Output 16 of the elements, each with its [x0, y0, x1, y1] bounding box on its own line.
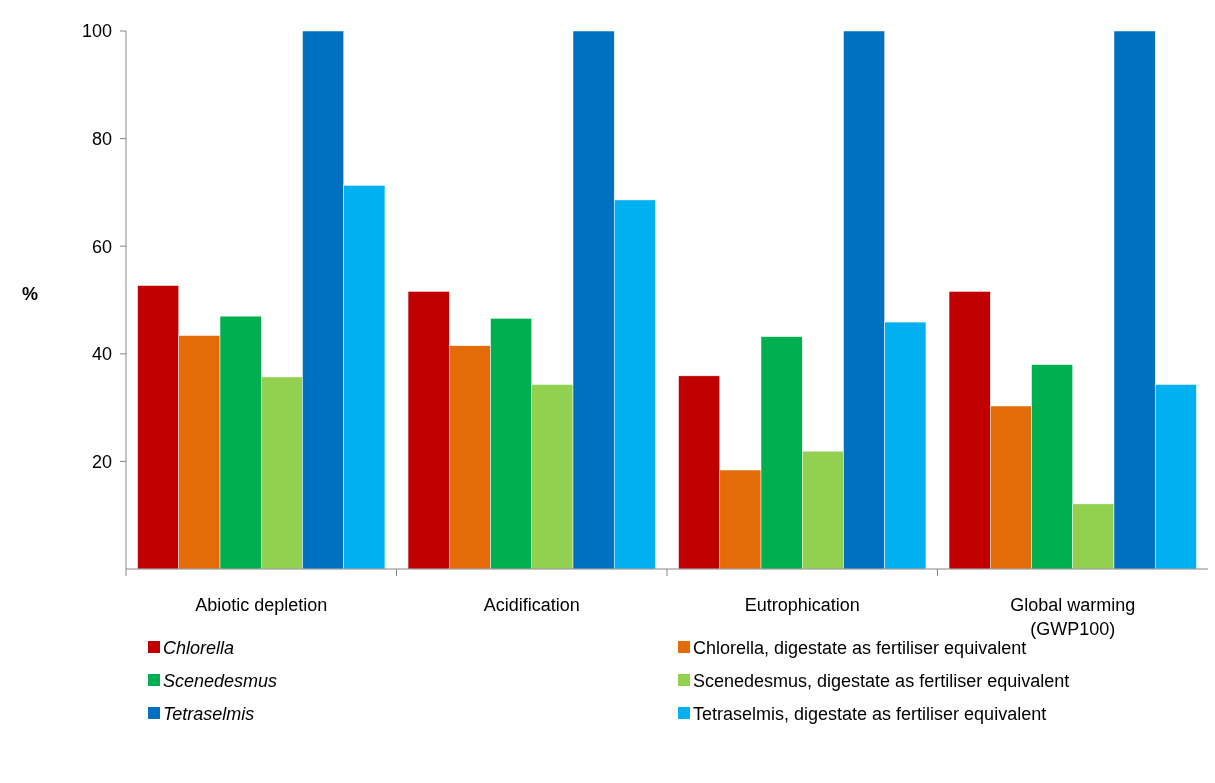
x-tick-label: Eutrophication: [744, 595, 860, 615]
y-tick-label: 60: [91, 236, 112, 257]
y-tick-label: 20: [91, 451, 112, 472]
y-axis-title: %: [21, 284, 39, 304]
legend-label: Tetraselmis: [163, 704, 255, 725]
x-tick-label: Abiotic depletion: [195, 595, 328, 615]
y-tick-label: 80: [91, 128, 112, 149]
legend-label: Scenedesmus: [163, 671, 278, 692]
legend-label: Scenedesmus, digestate as fertiliser equivalent: [693, 671, 1070, 692]
legend-label: Chlorella, digestate as fertiliser equivalent: [693, 638, 1027, 659]
legend-label: Tetraselmis, digestate as fertiliser equivalent: [693, 704, 1047, 725]
x-tick-label: Acidification: [483, 595, 580, 615]
y-tick-label: 100: [81, 21, 112, 42]
y-tick-label: 40: [91, 344, 112, 365]
legend-label: Chlorella: [163, 638, 235, 659]
x-tick-label: Global warming (GWP100): [1010, 595, 1136, 639]
